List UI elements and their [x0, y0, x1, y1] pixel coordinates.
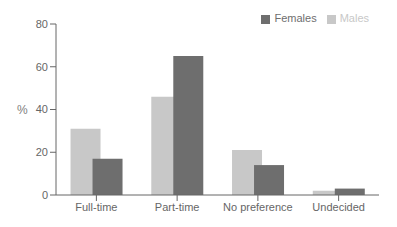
svg-text:0: 0	[42, 189, 48, 201]
svg-text:80: 80	[36, 18, 48, 30]
svg-text:40: 40	[36, 103, 48, 115]
svg-text:Undecided: Undecided	[312, 201, 365, 213]
svg-text:20: 20	[36, 146, 48, 158]
html-text:Females: Females	[274, 12, 317, 24]
svg-text:No preference: No preference	[223, 201, 293, 213]
svg-text:%: %	[17, 103, 28, 117]
svg-text:Part-time: Part-time	[155, 201, 200, 213]
svg-text:60: 60	[36, 61, 48, 73]
svg-text:Full-time: Full-time	[75, 201, 117, 213]
html-text:Males: Males	[339, 12, 369, 24]
